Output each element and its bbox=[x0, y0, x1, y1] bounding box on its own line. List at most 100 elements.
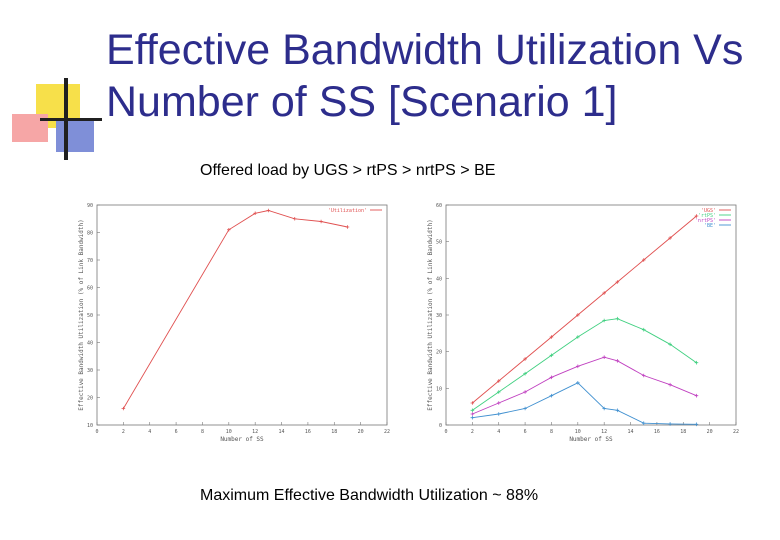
left-chart-x-tick-label: 12 bbox=[252, 429, 258, 435]
left-chart-data-point bbox=[345, 225, 350, 229]
right-chart-data-point bbox=[602, 291, 606, 295]
left-chart-legend-label: 'Utilization' bbox=[328, 208, 367, 214]
right-chart-x-tick-label: 0 bbox=[444, 429, 447, 435]
right-chart-data-point bbox=[523, 406, 527, 411]
right-chart-data-point bbox=[668, 422, 672, 426]
utilization-chart: 0 2 4 6 8 10 12 14 16 18 20 22 10 20 30 40 50 60 70 80 90 Num… bbox=[78, 203, 390, 443]
left-chart-y-tick-label: 50 bbox=[87, 313, 93, 319]
right-chart-series-line-2 bbox=[472, 356, 697, 415]
right-chart-data-point bbox=[615, 408, 620, 413]
right-chart-y-tick-label: 20 bbox=[436, 350, 442, 356]
left-chart-x-tick-label: 16 bbox=[305, 429, 311, 435]
right-chart-x-tick-label: 10 bbox=[575, 429, 581, 435]
right-chart-x-tick-label: 4 bbox=[497, 429, 500, 435]
right-chart-data-point bbox=[602, 406, 606, 411]
right-chart-data-point bbox=[549, 375, 554, 380]
right-chart-data-point bbox=[576, 313, 580, 317]
right-chart-data-point bbox=[470, 412, 475, 416]
right-chart-data-point bbox=[668, 342, 672, 347]
left-chart-data-point bbox=[253, 211, 257, 216]
left-chart-x-tick-label: 2 bbox=[122, 429, 125, 435]
left-chart-y-tick-label: 20 bbox=[87, 396, 93, 402]
right-chart-legend-label: 'rtPS' bbox=[698, 213, 716, 219]
right-chart-legend-label: 'BE' bbox=[704, 223, 716, 229]
right-chart-data-point bbox=[470, 401, 475, 405]
left-chart-x-tick-label: 20 bbox=[358, 429, 364, 435]
right-chart-data-point bbox=[470, 408, 475, 413]
left-chart-x-tick-label: 0 bbox=[95, 429, 98, 435]
left-chart-series-line-0 bbox=[123, 210, 348, 409]
per-class-utilization-chart: 0 2 4 6 8 10 12 14 16 18 20 22 0 10 20 30 40 50 60 Number o… bbox=[427, 203, 739, 443]
right-chart-legend-label: 'nrtPS' bbox=[695, 218, 716, 224]
right-chart-data-point bbox=[694, 393, 699, 398]
right-chart-data-point bbox=[549, 353, 554, 358]
left-chart-x-tick-label: 14 bbox=[279, 429, 285, 435]
left-chart-y-axis-label: Effective Bandwidth Utilization (% of Li… bbox=[78, 219, 85, 410]
left-chart-x-tick-label: 4 bbox=[148, 429, 151, 435]
right-chart-legend-label: 'UGS' bbox=[701, 208, 716, 214]
slide-subtitle: Offered load by UGS > rtPS > nrtPS > BE bbox=[200, 162, 496, 179]
right-chart-data-point bbox=[576, 364, 580, 369]
right-chart-data-point bbox=[694, 214, 699, 218]
right-chart-x-tick-label: 12 bbox=[601, 429, 607, 435]
right-chart-x-tick-label: 6 bbox=[524, 429, 527, 435]
right-chart-y-axis-label: Effective Bandwidth Utilization (% of Li… bbox=[427, 219, 434, 410]
right-chart-plot-frame bbox=[445, 204, 737, 426]
right-chart-data-point bbox=[576, 335, 580, 339]
right-chart-y-tick-label: 10 bbox=[436, 386, 442, 392]
right-chart-data-point bbox=[496, 379, 501, 383]
right-chart-x-tick-label: 18 bbox=[680, 429, 686, 435]
right-chart-x-tick-label: 14 bbox=[628, 429, 634, 435]
right-chart-y-tick-label: 60 bbox=[436, 203, 442, 209]
left-chart-y-tick-label: 60 bbox=[87, 286, 93, 292]
right-chart-series-line-1 bbox=[472, 318, 697, 411]
left-chart-data-point bbox=[266, 208, 271, 213]
left-chart-data-point bbox=[319, 219, 323, 224]
decor-horizontal-line bbox=[40, 118, 102, 121]
left-chart-y-tick-label: 40 bbox=[87, 341, 93, 347]
left-chart-y-tick-label: 90 bbox=[87, 203, 93, 209]
left-chart-x-tick-label: 18 bbox=[331, 429, 337, 435]
right-chart-data-point bbox=[694, 422, 699, 427]
right-chart-data-point bbox=[470, 415, 475, 420]
left-chart-y-tick-label: 30 bbox=[87, 368, 93, 374]
right-chart-x-tick-label: 22 bbox=[733, 429, 739, 435]
right-chart-x-tick-label: 20 bbox=[707, 429, 713, 435]
left-chart-x-tick-label: 22 bbox=[384, 429, 390, 435]
right-chart-series-line-0 bbox=[472, 215, 697, 404]
right-chart-x-tick-label: 8 bbox=[550, 429, 553, 435]
right-chart-y-tick-label: 40 bbox=[436, 276, 442, 282]
right-chart-data-point bbox=[602, 355, 606, 359]
right-chart-data-point bbox=[668, 236, 672, 240]
right-chart-data-point bbox=[496, 401, 501, 405]
left-chart-y-tick-label: 80 bbox=[87, 231, 93, 237]
right-chart-data-point bbox=[641, 373, 646, 378]
left-chart-y-tick-label: 70 bbox=[87, 258, 93, 264]
right-chart-data-point bbox=[496, 390, 501, 394]
right-chart-data-point bbox=[523, 390, 527, 394]
right-chart-y-tick-label: 50 bbox=[436, 240, 442, 246]
left-chart-y-tick-label: 10 bbox=[87, 423, 93, 429]
right-chart-data-point bbox=[641, 421, 646, 425]
decor-blue-square bbox=[56, 118, 94, 152]
right-chart-data-point bbox=[523, 371, 527, 376]
left-chart-data-point bbox=[227, 227, 231, 232]
right-chart-data-point bbox=[694, 360, 699, 365]
left-chart-x-axis-label: Number of SS bbox=[220, 436, 264, 443]
right-chart-data-point bbox=[615, 359, 620, 363]
right-chart-data-point bbox=[549, 393, 554, 398]
right-chart-data-point bbox=[641, 327, 646, 332]
right-chart-data-point bbox=[641, 258, 646, 262]
right-chart-y-tick-label: 0 bbox=[439, 423, 442, 429]
right-chart-data-point bbox=[523, 357, 527, 361]
right-chart-data-point bbox=[549, 335, 554, 339]
slide-title: Effective Bandwidth Utilization Vs Numbe… bbox=[106, 26, 744, 126]
right-chart-data-point bbox=[496, 412, 501, 416]
left-chart-x-tick-label: 6 bbox=[175, 429, 178, 435]
right-chart-data-point bbox=[576, 381, 580, 385]
right-chart-x-tick-label: 16 bbox=[654, 429, 660, 435]
slide-caption: Maximum Effective Bandwidth Utilization … bbox=[200, 487, 539, 504]
right-chart-series-line-3 bbox=[472, 382, 697, 425]
left-chart-data-point bbox=[121, 406, 126, 411]
left-chart-data-point bbox=[292, 216, 297, 221]
